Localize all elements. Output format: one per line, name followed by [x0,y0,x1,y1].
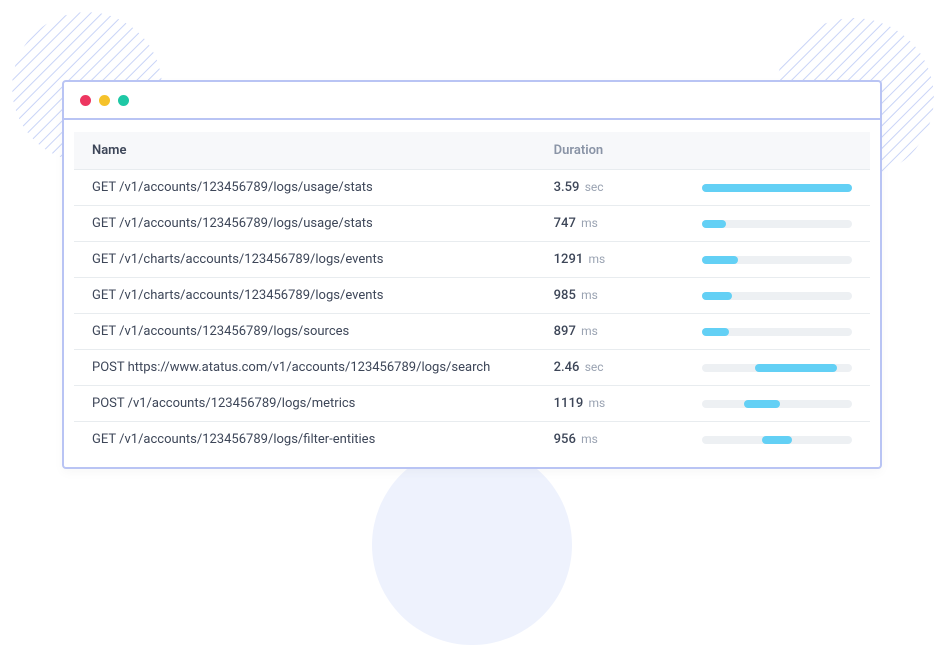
window-dot-zoom [118,95,129,106]
column-header-name: Name [74,132,536,170]
duration-bar-track [702,220,852,228]
duration-value: 956 [554,432,576,447]
duration-unit: ms [581,288,598,302]
request-table: Name Duration GET /v1/accounts/123456789… [74,132,870,457]
duration-bar-cell [647,170,870,206]
request-duration: 985 ms [536,278,647,314]
request-name: POST /v1/accounts/123456789/logs/metrics [74,386,536,422]
table-row[interactable]: GET /v1/accounts/123456789/logs/usage/st… [74,170,870,206]
browser-window: Name Duration GET /v1/accounts/123456789… [62,80,882,469]
duration-value: 985 [554,288,576,303]
duration-bar-fill [702,220,726,228]
duration-value: 3.59 [554,180,580,195]
request-duration: 897 ms [536,314,647,350]
table-row[interactable]: POST /v1/accounts/123456789/logs/metrics… [74,386,870,422]
duration-bar-cell [647,386,870,422]
request-name: GET /v1/accounts/123456789/logs/usage/st… [74,170,536,206]
duration-bar-cell [647,206,870,242]
decorative-blob [372,445,572,645]
request-table-wrap: Name Duration GET /v1/accounts/123456789… [64,120,880,467]
table-row[interactable]: GET /v1/accounts/123456789/logs/filter-e… [74,422,870,458]
request-duration: 956 ms [536,422,647,458]
duration-unit: ms [588,252,605,266]
duration-value: 2.46 [554,360,580,375]
duration-bar-track [702,364,852,372]
duration-bar-track [702,184,852,192]
duration-bar-track [702,400,852,408]
duration-bar-fill [702,328,729,336]
duration-bar-fill [755,364,838,372]
request-name: GET /v1/charts/accounts/123456789/logs/e… [74,278,536,314]
duration-value: 897 [554,324,576,339]
request-duration: 2.46 sec [536,350,647,386]
request-name: POST https://www.atatus.com/v1/accounts/… [74,350,536,386]
window-dot-close [80,95,91,106]
duration-bar-cell [647,422,870,458]
duration-bar-cell [647,350,870,386]
duration-unit: ms [581,324,598,338]
duration-value: 1119 [554,396,584,411]
duration-unit: ms [581,216,598,230]
duration-bar-fill [762,436,792,444]
duration-unit: ms [588,396,605,410]
duration-bar-track [702,256,852,264]
table-row[interactable]: GET /v1/charts/accounts/123456789/logs/e… [74,278,870,314]
duration-bar-track [702,292,852,300]
duration-bar-cell [647,314,870,350]
request-name: GET /v1/accounts/123456789/logs/sources [74,314,536,350]
request-duration: 3.59 sec [536,170,647,206]
duration-unit: sec [585,360,604,374]
request-name: GET /v1/charts/accounts/123456789/logs/e… [74,242,536,278]
duration-unit: ms [581,432,598,446]
request-duration: 747 ms [536,206,647,242]
table-row[interactable]: GET /v1/accounts/123456789/logs/sources8… [74,314,870,350]
request-duration: 1291 ms [536,242,647,278]
request-duration: 1119 ms [536,386,647,422]
request-name: GET /v1/accounts/123456789/logs/filter-e… [74,422,536,458]
duration-bar-fill [702,256,738,264]
duration-bar-track [702,436,852,444]
duration-bar-track [702,328,852,336]
duration-bar-cell [647,278,870,314]
duration-value: 747 [554,216,576,231]
table-row[interactable]: GET /v1/charts/accounts/123456789/logs/e… [74,242,870,278]
duration-bar-fill [744,400,780,408]
window-dot-minimize [99,95,110,106]
window-titlebar [64,82,880,120]
table-row[interactable]: GET /v1/accounts/123456789/logs/usage/st… [74,206,870,242]
duration-value: 1291 [554,252,584,267]
table-row[interactable]: POST https://www.atatus.com/v1/accounts/… [74,350,870,386]
duration-bar-fill [702,292,732,300]
request-name: GET /v1/accounts/123456789/logs/usage/st… [74,206,536,242]
column-header-duration: Duration [536,132,647,170]
column-header-bar [647,132,870,170]
duration-unit: sec [585,180,604,194]
duration-bar-fill [702,184,852,192]
duration-bar-cell [647,242,870,278]
